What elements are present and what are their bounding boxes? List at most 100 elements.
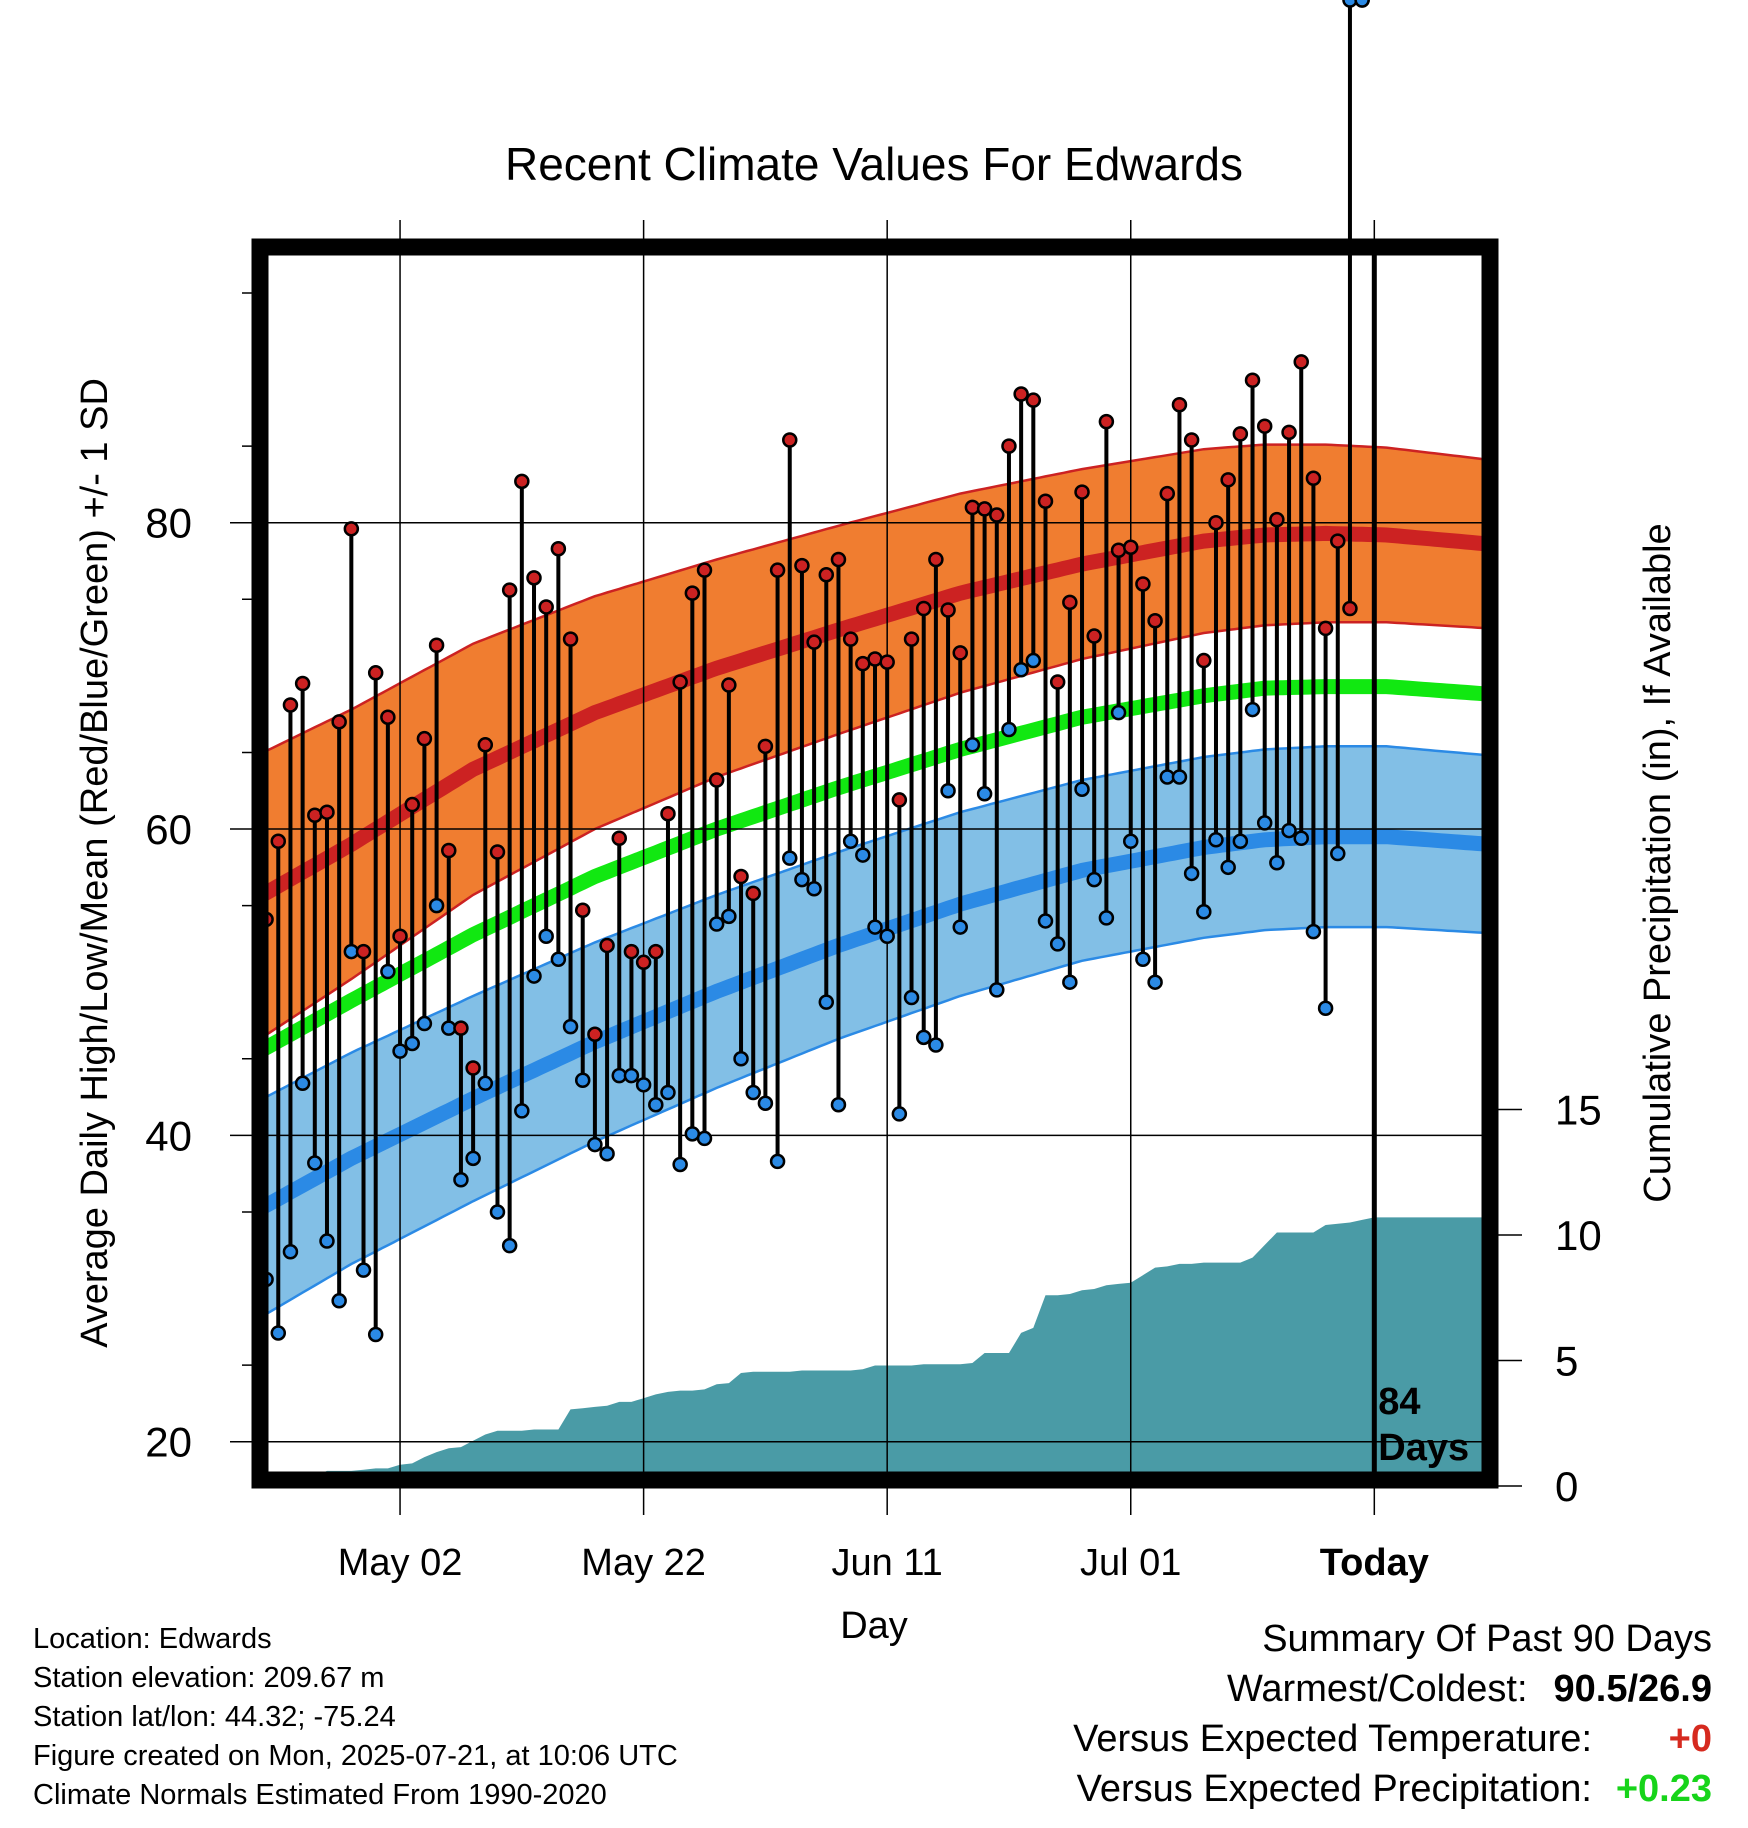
daily-high-point	[319, 804, 335, 820]
daily-low-point	[915, 1029, 932, 1046]
daily-low-point	[660, 1084, 676, 1101]
created-text: Figure created on Mon, 2025-07-21, at 10…	[33, 1740, 678, 1772]
daily-low-point	[952, 919, 968, 935]
y-tick-label: 20	[145, 1419, 192, 1466]
daily-high-point	[1269, 511, 1285, 528]
x-tick-label: May 22	[581, 1542, 706, 1584]
plot-frame	[251, 238, 1499, 1489]
daily-high-point	[830, 551, 847, 568]
station-metadata: Location: Edwards Station elevation: 209…	[33, 1620, 678, 1815]
x-axis-label: Day	[840, 1605, 908, 1647]
daily-low-point	[928, 1037, 944, 1053]
daily-high-point	[1110, 542, 1127, 559]
daily-low-point	[1232, 833, 1249, 850]
daily-low-point	[1086, 871, 1102, 888]
daily-low-point	[367, 1326, 384, 1343]
daily-low-point	[1110, 704, 1127, 721]
daily-high-point	[964, 499, 981, 516]
daily-low-point	[1305, 923, 1322, 940]
elevation-text: Station elevation: 209.67 m	[33, 1662, 385, 1694]
daily-low-point	[538, 928, 554, 945]
daily-low-point	[1354, 0, 1370, 8]
precip-versus-value: +0.23	[1615, 1768, 1712, 1810]
high-sd-band	[260, 443, 1490, 1041]
daily-low-point	[453, 1172, 469, 1188]
daily-high-point	[757, 738, 774, 755]
daily-high-point	[928, 551, 944, 568]
daily-low-point	[1281, 822, 1297, 839]
daily-high-point	[574, 902, 591, 918]
today-days-label: Days	[1378, 1427, 1469, 1469]
daily-high-point	[733, 868, 749, 885]
daily-high-point	[1122, 539, 1139, 555]
daily-high-point	[1159, 485, 1176, 502]
summary-heading: Summary Of Past 90 Days	[1262, 1618, 1712, 1660]
daily-high-point	[343, 521, 360, 537]
daily-low-point	[1196, 903, 1212, 920]
daily-high-point	[1196, 652, 1212, 669]
daily-low-point	[282, 1244, 299, 1260]
daily-low-point	[903, 989, 920, 1006]
daily-low-point	[1025, 652, 1042, 669]
daily-low-point	[989, 982, 1005, 998]
location-text: Location: Edwards	[33, 1623, 272, 1655]
warm-cold-value: 90.5/26.9	[1553, 1668, 1712, 1710]
y-tick-label: 80	[145, 500, 192, 547]
daily-high-point	[1171, 397, 1188, 413]
daily-high-point	[623, 943, 640, 960]
precip-versus-label: Versus Expected Precipitation:	[1076, 1768, 1592, 1810]
daily-low-point	[355, 1262, 372, 1278]
daily-high-point	[587, 1026, 603, 1043]
daily-high-point	[355, 943, 372, 960]
daily-low-point	[721, 908, 737, 925]
daily-high-point	[453, 1020, 469, 1036]
daily-low-point	[1208, 832, 1224, 848]
daily-high-point	[1232, 426, 1249, 442]
daily-low-point	[842, 833, 859, 850]
daily-high-point	[1256, 418, 1273, 434]
daily-high-point	[1244, 372, 1261, 389]
daily-high-point	[538, 599, 554, 615]
daily-high-point	[489, 844, 506, 860]
daily-low-point	[574, 1072, 591, 1088]
daily-high-point	[721, 677, 737, 693]
daily-low-point	[526, 968, 542, 984]
daily-high-point	[1342, 600, 1358, 617]
daily-high-point	[648, 943, 664, 960]
daily-high-point	[1330, 533, 1346, 549]
daily-high-point	[867, 651, 883, 667]
daily-high-point	[952, 645, 968, 661]
daily-high-point	[1001, 438, 1017, 454]
daily-low-point	[623, 1067, 640, 1084]
temp-versus-label: Versus Expected Temperature:	[1073, 1718, 1592, 1760]
daily-high-point	[806, 634, 822, 650]
precip-tick-label: 0	[1555, 1463, 1578, 1510]
daily-low-point	[976, 786, 993, 802]
daily-high-point	[1062, 594, 1078, 611]
daily-low-point	[416, 1015, 433, 1032]
daily-low-point	[830, 1096, 847, 1113]
daily-high-point	[1086, 628, 1102, 644]
x-tick-label: Today	[1320, 1542, 1429, 1584]
daily-high-point	[782, 432, 798, 448]
daily-high-point	[672, 674, 688, 690]
daily-low-point	[1220, 859, 1236, 876]
daily-low-point	[550, 951, 567, 967]
daily-low-point	[392, 1043, 408, 1059]
daily-low-point	[489, 1204, 506, 1220]
daily-high-point	[940, 602, 956, 618]
daily-low-point	[867, 919, 883, 935]
daily-high-point	[307, 807, 323, 824]
daily-high-point	[599, 937, 615, 954]
daily-high-point	[1037, 493, 1054, 510]
daily-low-point	[794, 871, 810, 888]
daily-high-point	[842, 631, 859, 647]
daily-low-point	[648, 1096, 664, 1113]
daily-low-point	[380, 963, 396, 980]
daily-low-point	[1342, 0, 1358, 8]
daily-low-point	[1147, 974, 1163, 990]
daily-high-point	[270, 833, 287, 850]
summary-panel: Summary Of Past 90 Days Warmest/Coldest:…	[1073, 1614, 1712, 1814]
daily-low-point	[1183, 865, 1200, 882]
daily-high-point	[1317, 620, 1334, 637]
